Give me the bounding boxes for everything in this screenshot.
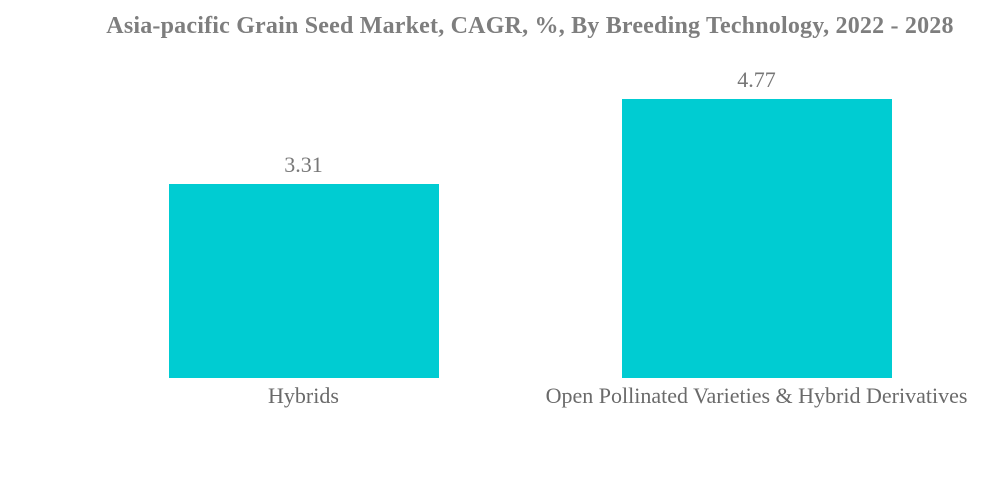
x-axis-labels: Hybrids Open Pollinated Varieties & Hybr… bbox=[77, 383, 983, 408]
bar-open-pollinated bbox=[621, 99, 892, 378]
plot-area: 3.31 4.77 bbox=[77, 0, 983, 378]
value-label-open-pollinated: 4.77 bbox=[737, 66, 776, 92]
value-label-hybrids: 3.31 bbox=[284, 151, 323, 177]
category-label-open-pollinated: Open Pollinated Varieties & Hybrid Deriv… bbox=[545, 383, 968, 408]
category-label-hybrids: Hybrids bbox=[268, 383, 339, 408]
bar-group-open-pollinated: 4.77 bbox=[530, 66, 983, 378]
bar-group-hybrids: 3.31 bbox=[77, 151, 530, 378]
bar-hybrids bbox=[168, 184, 439, 378]
chart-title: Asia-pacific Grain Seed Market, CAGR, %,… bbox=[106, 13, 954, 39]
